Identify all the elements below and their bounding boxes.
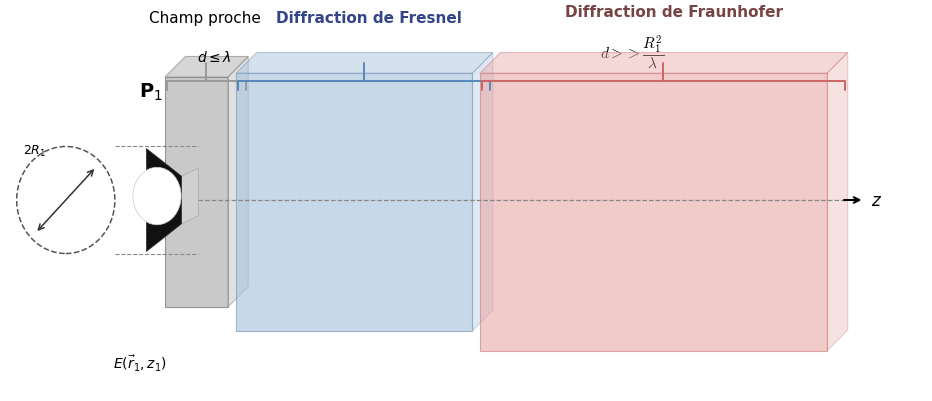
Text: Diffraction de Fresnel: Diffraction de Fresnel [276, 11, 461, 26]
Polygon shape [236, 53, 493, 74]
Text: Diffraction de Fraunhofer: Diffraction de Fraunhofer [566, 5, 784, 20]
Bar [165, 78, 228, 307]
Text: Champ proche: Champ proche [149, 11, 261, 26]
Text: $\mathbf{P}_1$: $\mathbf{P}_1$ [139, 82, 163, 103]
Polygon shape [480, 53, 848, 74]
Text: z: z [870, 192, 880, 209]
Text: $d >> \dfrac{R_1^2}{\lambda}$: $d >> \dfrac{R_1^2}{\lambda}$ [600, 34, 665, 71]
Text: $2R_1$: $2R_1$ [23, 144, 47, 159]
Polygon shape [828, 53, 848, 351]
Text: $d \leq \lambda$: $d \leq \lambda$ [197, 50, 231, 65]
Polygon shape [182, 169, 199, 224]
Polygon shape [165, 57, 248, 78]
Polygon shape [146, 149, 182, 252]
Polygon shape [473, 53, 493, 331]
Text: $E(\vec{r}_1,z_1)$: $E(\vec{r}_1,z_1)$ [113, 353, 167, 373]
Bar [480, 74, 828, 351]
Bar [236, 74, 473, 331]
Ellipse shape [133, 168, 181, 225]
Polygon shape [228, 57, 248, 307]
